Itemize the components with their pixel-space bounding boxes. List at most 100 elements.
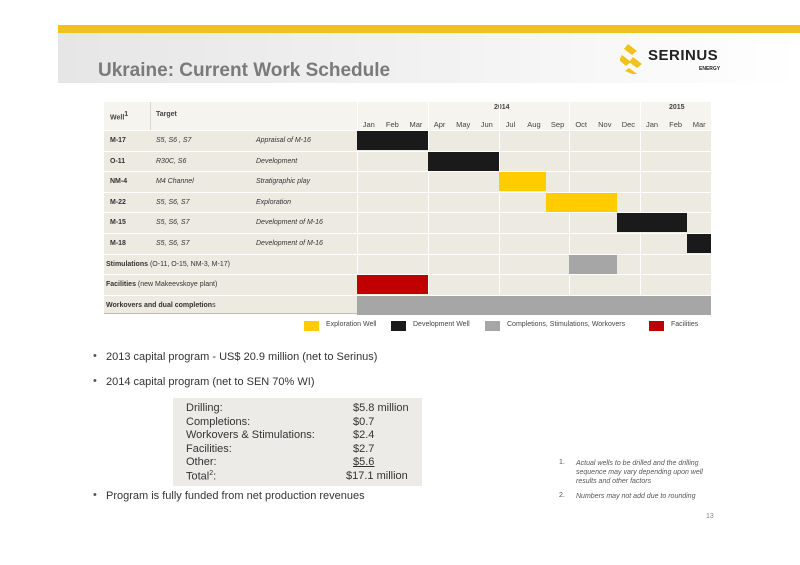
schedule-header xyxy=(104,102,712,130)
bullet-funding: Program is fully funded from net product… xyxy=(106,490,365,502)
schedule-bar-exploration xyxy=(545,192,617,212)
row-description: Stratigraphic play xyxy=(256,178,311,186)
capex-row: Facilities: $2.7 xyxy=(186,443,416,457)
capex-value: $2.7 xyxy=(353,442,375,455)
quarter-divider xyxy=(498,102,500,314)
month-label: Jan xyxy=(645,120,659,129)
schedule-bar-development xyxy=(687,234,711,253)
legend-swatch-development xyxy=(391,321,406,331)
month-label: Jan xyxy=(362,120,375,129)
row-divider xyxy=(104,294,712,296)
month-label: Oct xyxy=(575,120,588,129)
legend-label: Exploration Well xyxy=(326,321,377,328)
row-target: S5, S6, S7 xyxy=(156,198,190,206)
row-workovers: Workovers and dual completions xyxy=(106,302,216,309)
month-label: Mar xyxy=(692,120,706,129)
footnote-text: Actual wells to be drilled and the drill… xyxy=(576,460,703,485)
row-stimulations: Stimulations (O-11, O-15, NM-3, M-17) xyxy=(106,261,230,268)
logo-mark-icon xyxy=(620,44,642,74)
month-label: Feb xyxy=(669,120,683,129)
row-divider xyxy=(104,191,712,193)
row-well-name: M-17 xyxy=(110,137,126,144)
row-workovers-label: Workovers and dual completion xyxy=(106,301,213,309)
legend-swatch-completions xyxy=(485,321,500,331)
quarter-divider xyxy=(357,102,358,314)
capex-label: Other: xyxy=(186,456,217,469)
row-description: Development xyxy=(256,157,298,165)
year-label-2015: 2015 xyxy=(669,104,685,111)
month-label: Mar xyxy=(409,120,423,129)
row-divider xyxy=(104,171,712,173)
month-label: Dec xyxy=(621,120,636,129)
capex-label: Total2: xyxy=(186,470,217,483)
logo-text: SERINUS xyxy=(648,47,719,64)
quarter-divider xyxy=(427,102,429,314)
row-description: Appraisal of M-16 xyxy=(256,137,311,144)
row-divider xyxy=(104,130,712,131)
row-workovers-detail: s xyxy=(212,301,216,309)
column-divider xyxy=(150,102,151,130)
schedule-bar-development xyxy=(616,213,688,233)
footnote-text: Numbers may not add due to rounding xyxy=(576,493,696,500)
company-logo: SERINUS ENERGY xyxy=(620,44,720,74)
month-label: Jul xyxy=(505,120,516,129)
row-stimulations-detail: (O-11, O-15, NM-3, M-17) xyxy=(148,260,230,268)
row-target: R30C, S6 xyxy=(156,157,187,165)
capex-value: $17.1 million xyxy=(346,470,408,482)
logo-subtext: ENERGY xyxy=(699,66,721,72)
legend-label: Completions, Stimulations, Workovers xyxy=(507,321,626,328)
row-description: Development of M-16 xyxy=(256,219,323,227)
capex-value: $5.6 xyxy=(353,456,375,469)
month-label: Aug xyxy=(527,120,541,129)
page-title: Ukraine: Current Work Schedule xyxy=(98,60,391,81)
month-label: Jun xyxy=(480,120,493,129)
row-description: Development of M-16 xyxy=(256,240,323,247)
work-schedule-gantt: Well1 Target 2014 2015 Jan Feb Mar Apr May Ju… xyxy=(104,102,712,315)
capex-row: Drilling: $5.8 million xyxy=(186,402,416,416)
schedule-bar-development xyxy=(357,131,428,150)
row-facilities: Facilities (new Makeevskoye plant) xyxy=(106,281,217,288)
row-well-name: M-18 xyxy=(110,240,126,247)
month-label: Feb xyxy=(385,120,399,129)
row-divider xyxy=(104,233,712,234)
schedule-bar-facilities xyxy=(357,275,428,295)
capex-label: Completions: xyxy=(186,415,251,428)
row-divider xyxy=(104,274,712,276)
schedule-bar-development xyxy=(427,151,499,171)
year-label-2014: 2014 xyxy=(494,104,510,111)
footnote-number: 1. xyxy=(559,459,565,466)
footnote-number: 2. xyxy=(559,492,565,499)
row-stimulations-label: Stimulations xyxy=(106,260,149,268)
row-well-name: M-22 xyxy=(110,198,126,206)
page-number: 13 xyxy=(706,513,714,520)
legend-label: Facilities xyxy=(671,321,699,328)
capex-row: Completions: $0.7 xyxy=(186,416,416,430)
row-target: M4 Channel xyxy=(156,178,194,186)
row-divider xyxy=(104,150,712,152)
row-facilities-detail: (new Makeevskoye plant) xyxy=(135,281,218,289)
row-target: S5, S6, S7 xyxy=(156,219,190,227)
row-target: S5, S6 , S7 xyxy=(156,137,192,144)
schedule-bar-completions xyxy=(357,295,711,315)
header-accent-band xyxy=(58,25,800,33)
legend-swatch-exploration xyxy=(304,321,319,331)
row-target: S5, S6, S7 xyxy=(156,240,190,247)
bullet-2014-program: 2014 capital program (net to SEN 70% WI) xyxy=(106,376,315,388)
row-description: Exploration xyxy=(256,198,292,206)
row-well-name: O-11 xyxy=(110,157,126,165)
schedule-bar-completions xyxy=(569,254,617,274)
month-label: Nov xyxy=(598,120,612,129)
capex-label: Workovers & Stimulations: xyxy=(186,429,315,442)
quarter-divider xyxy=(640,102,642,314)
month-label: Sep xyxy=(550,120,565,129)
quarter-divider xyxy=(711,102,712,314)
bullet-dot: • xyxy=(93,375,97,387)
row-well-name: NM-4 xyxy=(110,178,128,186)
legend-label: Development Well xyxy=(413,321,470,328)
header-background xyxy=(58,33,800,83)
bullet-2013-program: 2013 capital program - US$ 20.9 million … xyxy=(106,351,378,363)
capex-row: Workovers & Stimulations: $2.4 xyxy=(186,429,416,443)
row-divider xyxy=(104,253,712,255)
capex-value: $2.4 xyxy=(353,429,375,442)
capex-value: $5.8 million xyxy=(353,402,409,414)
